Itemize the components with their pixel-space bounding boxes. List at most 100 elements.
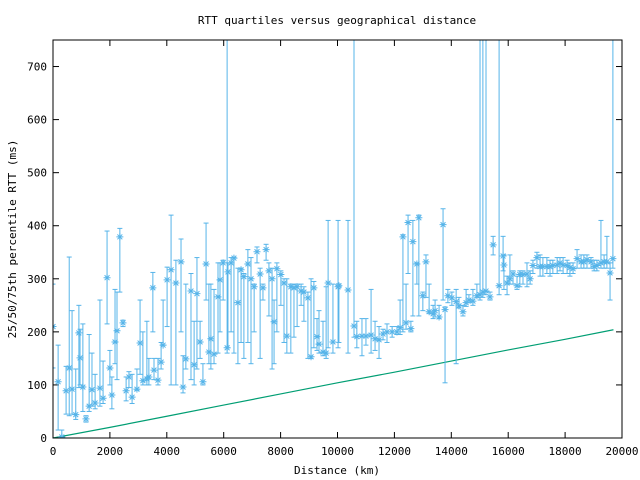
- median-marker: [383, 328, 391, 336]
- median-marker: [546, 263, 554, 271]
- data-point: [606, 262, 614, 301]
- data-point: [573, 249, 581, 269]
- data-point: [441, 306, 449, 384]
- data-point: [113, 291, 121, 381]
- median-marker: [476, 291, 484, 299]
- x-tick-label: 10000: [321, 445, 354, 458]
- median-marker: [99, 394, 107, 402]
- y-axis: 0 100 200 300 400 500 600 700: [27, 61, 622, 445]
- data-point: [383, 323, 391, 343]
- x-tick-label: 8000: [267, 445, 294, 458]
- data-point: [150, 357, 158, 381]
- data-point: [199, 363, 207, 386]
- median-marker: [68, 385, 76, 393]
- data-point: [62, 365, 70, 415]
- median-marker: [85, 402, 93, 410]
- data-point: [136, 299, 144, 375]
- median-marker: [145, 373, 153, 381]
- data-point: [486, 291, 494, 301]
- median-marker: [237, 266, 245, 274]
- median-marker: [503, 279, 511, 287]
- median-marker: [304, 294, 312, 302]
- y-tick-label: 500: [27, 167, 47, 180]
- data-point: [500, 254, 508, 290]
- median-marker: [72, 411, 80, 419]
- data-point: [111, 288, 119, 365]
- median-marker: [371, 335, 379, 343]
- median-marker: [265, 267, 273, 275]
- median-marker: [569, 265, 577, 273]
- data-point: [523, 262, 531, 288]
- median-marker: [139, 377, 147, 385]
- data-point: [163, 266, 171, 328]
- data-point: [177, 238, 185, 333]
- data-point: [439, 208, 447, 301]
- median-marker: [125, 373, 133, 381]
- data-point: [329, 283, 337, 354]
- data-point: [172, 259, 180, 386]
- median-marker: [96, 384, 104, 392]
- data-point: [362, 318, 370, 346]
- x-tick-label: 18000: [549, 445, 582, 458]
- data-point: [85, 334, 93, 412]
- data-point: [388, 326, 396, 338]
- median-marker: [549, 262, 557, 270]
- data-point: [270, 299, 278, 365]
- median-marker: [362, 332, 370, 340]
- data-point: [159, 299, 167, 349]
- y-tick-label: 400: [27, 220, 47, 233]
- median-marker: [240, 273, 248, 281]
- median-marker: [290, 284, 298, 292]
- median-marker: [210, 350, 218, 358]
- data-point: [307, 278, 315, 361]
- median-marker: [75, 329, 83, 337]
- x-axis-label: Distance (km): [294, 464, 380, 477]
- data-point: [196, 320, 204, 359]
- minimum-rtt-line: [53, 329, 614, 438]
- y-tick-label: 100: [27, 379, 47, 392]
- median-marker: [526, 275, 534, 283]
- median-marker: [583, 256, 591, 264]
- median-marker: [280, 279, 288, 287]
- median-marker: [452, 298, 460, 306]
- data-point: [489, 235, 497, 256]
- data-point: [513, 275, 521, 290]
- median-marker: [244, 260, 252, 268]
- data-point: [256, 267, 264, 359]
- median-marker: [250, 283, 258, 291]
- median-marker: [234, 299, 242, 307]
- median-marker: [247, 275, 255, 283]
- median-marker: [606, 269, 614, 277]
- median-marker: [429, 310, 437, 318]
- data-point: [455, 296, 463, 310]
- median-marker: [415, 214, 423, 222]
- median-marker: [329, 338, 337, 346]
- data-point: [224, 262, 232, 349]
- data-point: [569, 262, 577, 274]
- data-point: [219, 259, 227, 301]
- data-point: [96, 299, 104, 407]
- median-marker: [533, 254, 541, 262]
- median-marker: [91, 399, 99, 407]
- median-marker: [196, 338, 204, 346]
- data-point: [371, 320, 379, 351]
- data-point: [422, 254, 430, 298]
- median-marker: [441, 306, 449, 314]
- median-marker: [482, 287, 490, 295]
- data-point: [473, 283, 481, 300]
- data-point: [182, 283, 190, 370]
- data-point: [265, 262, 273, 317]
- median-marker: [76, 354, 84, 362]
- data-point: [149, 271, 157, 333]
- median-marker: [150, 366, 158, 374]
- data-point: [415, 214, 423, 317]
- median-marker: [587, 258, 595, 266]
- median-marker: [300, 288, 308, 296]
- data-point: [402, 283, 410, 330]
- data-point: [223, 40, 231, 354]
- data-point: [597, 219, 605, 269]
- data-point: [244, 249, 252, 343]
- median-marker: [136, 339, 144, 347]
- data-point: [99, 360, 107, 405]
- median-marker: [473, 292, 481, 300]
